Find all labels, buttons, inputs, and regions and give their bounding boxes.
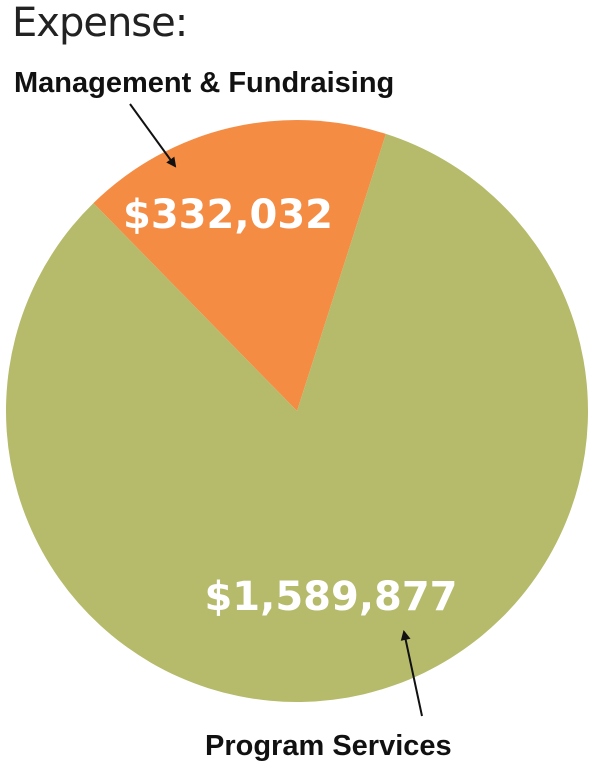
pie-slice-program xyxy=(6,133,589,703)
chart-title: Expense: xyxy=(12,0,188,46)
callout-arrow-program xyxy=(400,630,423,717)
category-label-program: Program Services xyxy=(205,730,452,762)
slice-value-label-program: $1,589,877 xyxy=(204,574,457,620)
slice-value-label-management: $332,032 xyxy=(123,192,333,238)
callout-arrow-management xyxy=(129,103,177,168)
pie-slice-management xyxy=(93,119,386,411)
category-label-management: Management & Fundraising xyxy=(14,67,394,99)
